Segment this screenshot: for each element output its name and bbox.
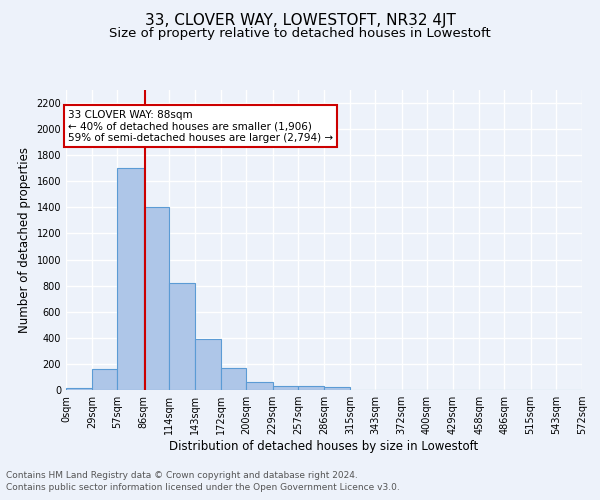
Bar: [143, 208, 169, 390]
Bar: [324, 386, 350, 390]
Text: 33, CLOVER WAY, LOWESTOFT, NR32 4JT: 33, CLOVER WAY, LOWESTOFT, NR32 4JT: [145, 12, 455, 28]
Bar: [298, 386, 324, 390]
Text: Size of property relative to detached houses in Lowestoft: Size of property relative to detached ho…: [109, 28, 491, 40]
Y-axis label: Number of detached properties: Number of detached properties: [18, 147, 31, 333]
Bar: [118, 168, 143, 390]
Bar: [247, 382, 272, 390]
Bar: [169, 283, 195, 390]
X-axis label: Distribution of detached houses by size in Lowestoft: Distribution of detached houses by size …: [169, 440, 479, 453]
Bar: [221, 368, 247, 390]
Text: 33 CLOVER WAY: 88sqm
← 40% of detached houses are smaller (1,906)
59% of semi-de: 33 CLOVER WAY: 88sqm ← 40% of detached h…: [68, 110, 333, 143]
Text: Contains HM Land Registry data © Crown copyright and database right 2024.: Contains HM Land Registry data © Crown c…: [6, 471, 358, 480]
Bar: [92, 369, 118, 390]
Bar: [66, 388, 92, 390]
Text: Contains public sector information licensed under the Open Government Licence v3: Contains public sector information licen…: [6, 484, 400, 492]
Bar: [195, 339, 221, 390]
Bar: [272, 386, 298, 390]
